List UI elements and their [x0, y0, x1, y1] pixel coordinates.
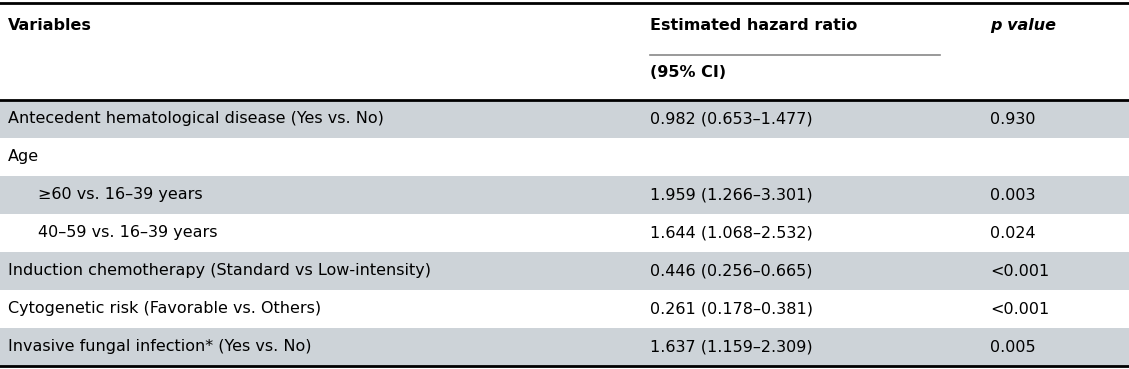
Text: 0.024: 0.024 — [990, 225, 1035, 241]
Text: <0.001: <0.001 — [990, 301, 1049, 317]
Text: 0.446 (0.256–0.665): 0.446 (0.256–0.665) — [650, 263, 813, 279]
Bar — [0, 328, 1129, 366]
Text: Variables: Variables — [8, 18, 91, 33]
Text: 0.003: 0.003 — [990, 187, 1035, 203]
Text: 1.959 (1.266–3.301): 1.959 (1.266–3.301) — [650, 187, 813, 203]
Text: Induction chemotherapy (Standard vs Low-intensity): Induction chemotherapy (Standard vs Low-… — [8, 263, 431, 279]
Text: <0.001: <0.001 — [990, 263, 1049, 279]
Text: Antecedent hematological disease (Yes vs. No): Antecedent hematological disease (Yes vs… — [8, 111, 384, 127]
Text: ≥60 vs. 16–39 years: ≥60 vs. 16–39 years — [38, 187, 202, 203]
Text: 40–59 vs. 16–39 years: 40–59 vs. 16–39 years — [38, 225, 218, 241]
Text: Invasive fungal infection* (Yes vs. No): Invasive fungal infection* (Yes vs. No) — [8, 339, 312, 355]
Text: 0.930: 0.930 — [990, 111, 1035, 127]
Text: 0.982 (0.653–1.477): 0.982 (0.653–1.477) — [650, 111, 813, 127]
Bar — [0, 252, 1129, 290]
Text: Cytogenetic risk (Favorable vs. Others): Cytogenetic risk (Favorable vs. Others) — [8, 301, 321, 317]
Text: 0.005: 0.005 — [990, 339, 1035, 355]
Bar — [0, 100, 1129, 138]
Text: Estimated hazard ratio: Estimated hazard ratio — [650, 18, 857, 33]
Text: (95% CI): (95% CI) — [650, 65, 726, 80]
Bar — [0, 176, 1129, 214]
Text: Age: Age — [8, 149, 40, 165]
Text: 1.644 (1.068–2.532): 1.644 (1.068–2.532) — [650, 225, 813, 241]
Text: 0.261 (0.178–0.381): 0.261 (0.178–0.381) — [650, 301, 813, 317]
Text: 1.637 (1.159–2.309): 1.637 (1.159–2.309) — [650, 339, 813, 355]
Text: p value: p value — [990, 18, 1056, 33]
